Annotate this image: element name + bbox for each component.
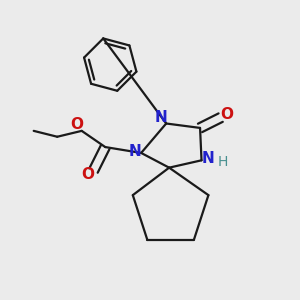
Text: O: O (220, 106, 233, 122)
Text: O: O (70, 118, 83, 133)
Text: N: N (129, 144, 142, 159)
Text: N: N (202, 151, 214, 166)
Text: H: H (218, 155, 228, 169)
Text: O: O (81, 167, 94, 182)
Text: N: N (154, 110, 167, 124)
